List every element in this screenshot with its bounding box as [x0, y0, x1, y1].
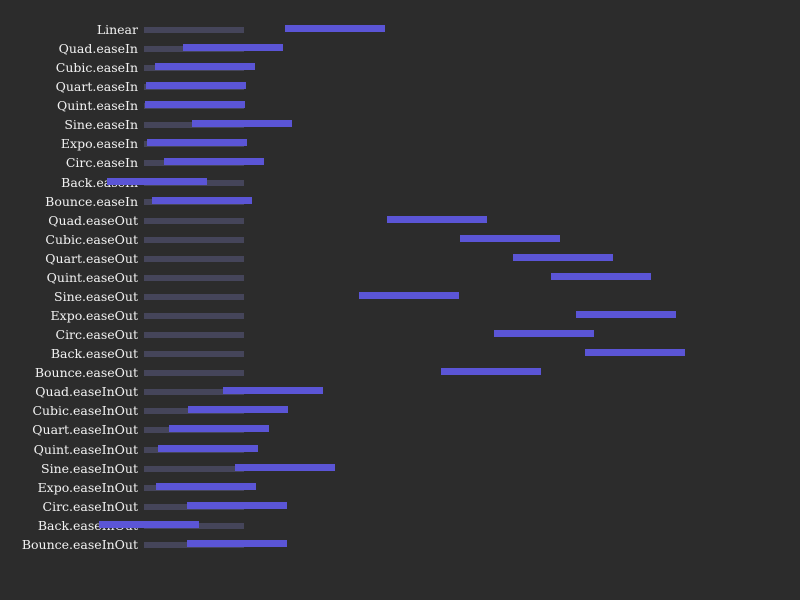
easing-progress-bar [158, 444, 258, 452]
easing-track [144, 236, 244, 243]
easing-progress-bar [169, 425, 269, 433]
easing-row: Quart.easeIn [0, 79, 800, 95]
easing-progress-bar [152, 196, 252, 204]
easing-progress-bar [235, 463, 335, 471]
easing-label: Quad.easeIn [58, 41, 138, 57]
easing-row: Quad.easeIn [0, 41, 800, 57]
easing-row: Expo.easeOut [0, 308, 800, 324]
easing-row: Sine.easeIn [0, 117, 800, 133]
easing-progress-bar [359, 291, 459, 299]
easing-row: Circ.easeOut [0, 327, 800, 343]
easing-label: Circ.easeInOut [42, 498, 138, 514]
easing-progress-bar [494, 330, 594, 338]
easing-row: Quint.easeIn [0, 98, 800, 114]
easing-label: Expo.easeIn [60, 136, 138, 152]
easing-label: Linear [96, 22, 138, 37]
easing-track [144, 351, 244, 358]
easing-progress-bar [99, 520, 199, 528]
easing-label: Cubic.easeOut [45, 231, 138, 247]
easing-row: Quint.easeInOut [0, 442, 800, 458]
easing-progress-bar [146, 82, 246, 90]
easing-progress-bar [187, 501, 287, 509]
easing-row: Circ.easeInOut [0, 499, 800, 515]
easing-progress-bar [145, 101, 245, 109]
easing-label: Expo.easeInOut [37, 479, 138, 495]
easing-progress-bar [188, 406, 288, 414]
easing-track [144, 465, 244, 472]
easing-track [144, 217, 244, 224]
easing-row: Sine.easeOut [0, 289, 800, 305]
easing-row: Quart.easeOut [0, 251, 800, 267]
easing-track [144, 332, 244, 339]
easing-track [144, 274, 244, 281]
easing-label: Sine.easeIn [64, 117, 138, 133]
easing-row: Bounce.easeInOut [0, 537, 800, 553]
easing-row: Circ.easeIn [0, 155, 800, 171]
easing-row: Back.easeInOut [0, 518, 800, 534]
easing-label: Quart.easeInOut [32, 422, 138, 438]
easing-progress-bar [192, 120, 292, 128]
easing-row: Bounce.easeOut [0, 365, 800, 381]
easing-track [144, 313, 244, 320]
easing-row: Quad.easeInOut [0, 384, 800, 400]
easing-row: Quint.easeOut [0, 270, 800, 286]
easing-progress-bar [460, 234, 560, 242]
easing-progress-bar [107, 177, 207, 185]
easing-label: Cubic.easeIn [55, 60, 138, 76]
easing-progress-bar [183, 44, 283, 52]
easing-progress-bar [576, 311, 676, 319]
easing-label: Quart.easeOut [45, 250, 138, 266]
easing-track [144, 389, 244, 396]
easing-label: Quint.easeInOut [33, 441, 138, 457]
easing-label: Sine.easeInOut [41, 460, 138, 476]
easing-label: Quint.easeOut [46, 269, 138, 285]
easing-row: Quart.easeInOut [0, 422, 800, 438]
easing-label: Bounce.easeIn [45, 193, 138, 209]
easing-row: Sine.easeInOut [0, 461, 800, 477]
easing-label: Cubic.easeInOut [32, 403, 138, 419]
easing-progress-bar [441, 368, 541, 376]
easing-progress-bar [164, 158, 264, 166]
easing-row: Expo.easeInOut [0, 480, 800, 496]
easing-progress-bar [147, 139, 247, 147]
easing-row: Quad.easeOut [0, 213, 800, 229]
easing-row: Linear [0, 22, 800, 38]
easing-row: Bounce.easeIn [0, 194, 800, 210]
easing-progress-bar [387, 215, 487, 223]
easing-label: Quad.easeInOut [35, 384, 138, 400]
easing-label: Circ.easeOut [55, 327, 139, 343]
easing-track [144, 255, 244, 262]
easing-row: Cubic.easeOut [0, 232, 800, 248]
easing-progress-bar [155, 63, 255, 71]
easing-track [144, 27, 244, 33]
easing-label: Circ.easeIn [65, 155, 138, 171]
easing-label: Bounce.easeOut [34, 365, 138, 381]
easing-label: Quad.easeOut [48, 212, 138, 228]
easing-label: Quart.easeIn [55, 79, 138, 95]
easing-track [144, 293, 244, 300]
easing-progress-bar [187, 539, 287, 547]
easing-row: Back.easeOut [0, 346, 800, 362]
easing-label: Expo.easeOut [50, 308, 138, 324]
easing-label: Back.easeOut [50, 346, 138, 362]
easing-progress-bar [223, 387, 323, 395]
easing-track [144, 370, 244, 377]
easing-row: Cubic.easeInOut [0, 403, 800, 419]
easing-label: Sine.easeOut [54, 288, 138, 304]
easing-progress-bar [551, 272, 651, 280]
easing-label: Quint.easeIn [57, 98, 138, 114]
easing-row: Back.easeIn [0, 175, 800, 191]
easing-progress-bar [585, 349, 685, 357]
easing-progress-bar [156, 482, 256, 490]
easing-row: Expo.easeIn [0, 136, 800, 152]
easing-progress-bar [513, 253, 613, 261]
easing-progress-bar [285, 25, 385, 32]
easing-label: Bounce.easeInOut [21, 536, 138, 552]
easing-row: Cubic.easeIn [0, 60, 800, 76]
